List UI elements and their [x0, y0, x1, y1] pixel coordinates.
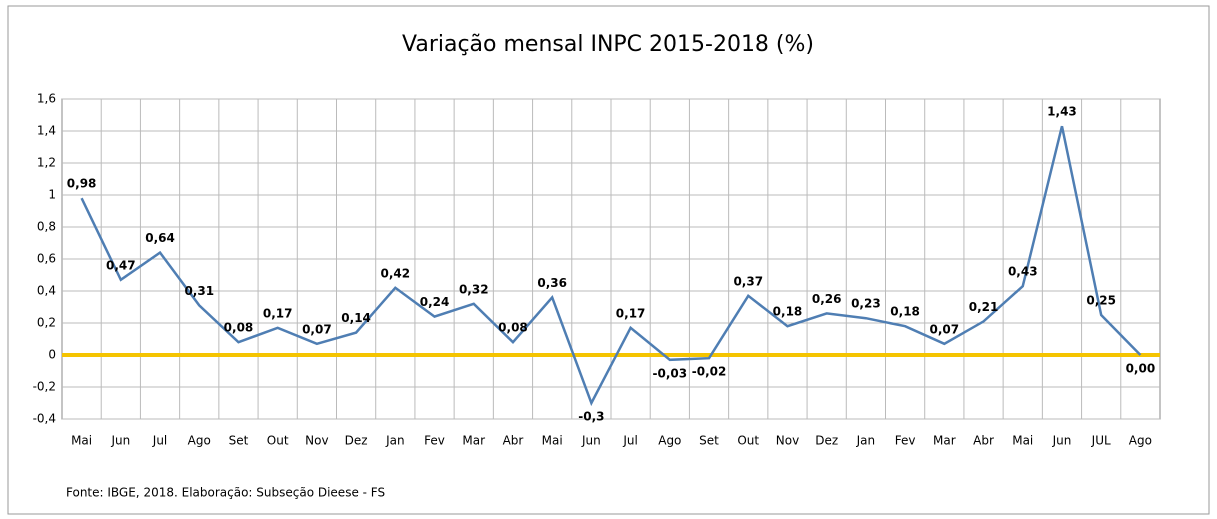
x-tick-label: Dez — [815, 434, 838, 448]
data-label: 0,14 — [341, 311, 371, 325]
data-label: 0,07 — [302, 322, 332, 336]
x-tick-label: Jun — [581, 434, 601, 448]
y-tick-label: 0 — [48, 348, 56, 362]
data-label: 0,08 — [224, 321, 254, 335]
data-label: 0,08 — [498, 321, 528, 335]
x-tick-label: Jan — [856, 434, 876, 448]
data-label: 0,17 — [616, 306, 646, 320]
x-tick-label: Nov — [305, 434, 328, 448]
data-label: 0,64 — [145, 231, 175, 245]
x-tick-label: Jul — [622, 434, 637, 448]
x-tick-label: Mai — [71, 434, 92, 448]
series-line — [80, 125, 1142, 407]
y-tick-label: 1,2 — [37, 156, 56, 170]
x-tick-label: Out — [267, 434, 289, 448]
y-tick-label: 1,4 — [37, 124, 56, 138]
data-label: 0,42 — [381, 266, 411, 280]
x-tick-label: Mai — [1012, 434, 1033, 448]
x-tick-label: Jun — [1052, 434, 1072, 448]
x-tick-label: Fev — [895, 434, 916, 448]
y-tick-label: -0,2 — [33, 380, 56, 394]
data-label: 0,18 — [890, 305, 920, 319]
y-tick-label: 1 — [48, 188, 56, 202]
chart-title: Variação mensal INPC 2015-2018 (%) — [402, 32, 814, 57]
data-label: 0,21 — [969, 300, 999, 314]
data-label: 0,07 — [930, 322, 960, 336]
data-label: 0,98 — [67, 177, 97, 191]
data-label: 0,17 — [263, 306, 293, 320]
y-tick-label: -0,4 — [33, 412, 56, 426]
x-tick-label: Set — [229, 434, 249, 448]
x-tick-label: JUL — [1091, 434, 1111, 448]
y-tick-label: 0,6 — [37, 252, 56, 266]
x-tick-label: Ago — [658, 434, 681, 448]
x-tick-label: Abr — [503, 434, 524, 448]
x-tick-label: Set — [699, 434, 719, 448]
x-tick-label: Jun — [110, 434, 130, 448]
data-label: 0,18 — [773, 305, 803, 319]
x-tick-label: Mai — [542, 434, 563, 448]
data-label: 0,23 — [851, 297, 881, 311]
data-label: 0,26 — [812, 292, 842, 306]
data-label: 0,37 — [733, 274, 763, 288]
data-label: 0,25 — [1086, 294, 1116, 308]
x-tick-label: Mar — [462, 434, 485, 448]
x-tick-label: Ago — [188, 434, 211, 448]
data-label: 0,36 — [537, 276, 567, 290]
y-tick-label: 0,4 — [37, 284, 56, 298]
y-tick-label: 0,8 — [37, 220, 56, 234]
x-tick-label: Jul — [152, 434, 167, 448]
data-label: 1,43 — [1047, 105, 1077, 119]
x-tick-label: Abr — [973, 434, 994, 448]
data-label: 0,47 — [106, 258, 136, 272]
data-label: 0,32 — [459, 282, 489, 296]
data-label: 0,24 — [420, 295, 450, 309]
x-tick-label: Fev — [424, 434, 445, 448]
y-tick-label: 1,6 — [37, 92, 56, 106]
x-tick-label: Mar — [933, 434, 956, 448]
data-label: -0,03 — [653, 366, 688, 380]
source-note: Fonte: IBGE, 2018. Elaboração: Subseção … — [66, 486, 385, 500]
x-tick-label: Ago — [1129, 434, 1152, 448]
data-label: 0,31 — [184, 284, 214, 298]
data-label: -0,3 — [578, 410, 604, 424]
data-label: 0,00 — [1126, 362, 1156, 376]
data-label: -0,02 — [692, 365, 727, 379]
x-tick-label: Jan — [385, 434, 405, 448]
x-tick-label: Out — [737, 434, 759, 448]
x-tick-label: Dez — [345, 434, 368, 448]
data-label: 0,43 — [1008, 265, 1038, 279]
y-tick-label: 0,2 — [37, 316, 56, 330]
x-tick-label: Nov — [776, 434, 799, 448]
